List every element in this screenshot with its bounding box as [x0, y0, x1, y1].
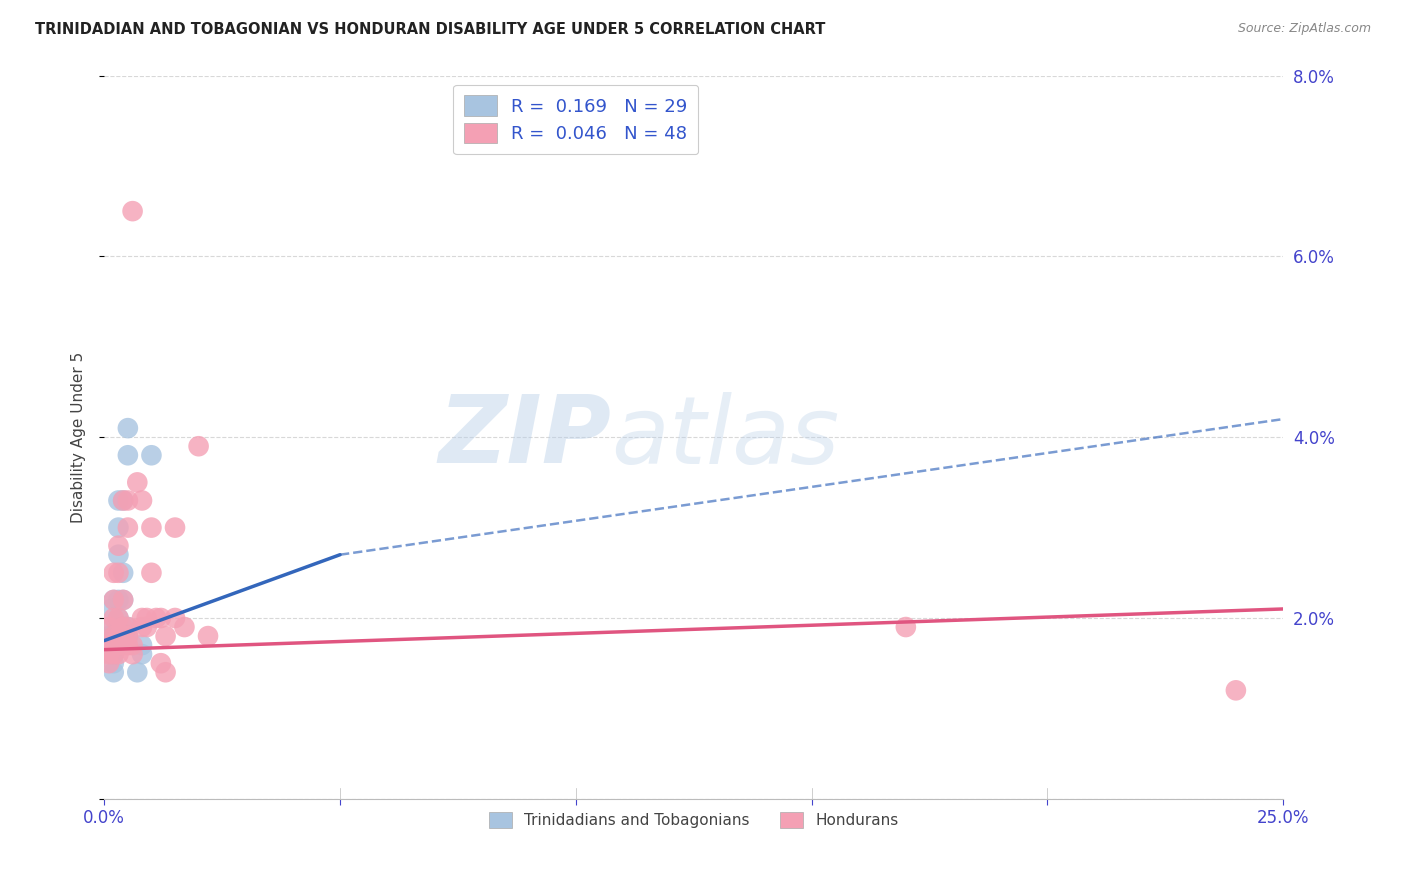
Point — [107, 493, 129, 508]
Point — [117, 638, 139, 652]
Legend: Trinidadians and Tobagonians, Hondurans: Trinidadians and Tobagonians, Hondurans — [482, 806, 904, 835]
Point — [112, 566, 135, 580]
Text: TRINIDADIAN AND TOBAGONIAN VS HONDURAN DISABILITY AGE UNDER 5 CORRELATION CHART: TRINIDADIAN AND TOBAGONIAN VS HONDURAN D… — [35, 22, 825, 37]
Point — [107, 548, 129, 562]
Point — [163, 611, 186, 625]
Point — [103, 629, 125, 643]
Point — [112, 593, 135, 607]
Point — [112, 629, 135, 643]
Point — [141, 566, 163, 580]
Point — [141, 448, 163, 462]
Point — [103, 611, 125, 625]
Point — [149, 611, 172, 625]
Point — [98, 629, 121, 643]
Point — [103, 629, 125, 643]
Point — [100, 647, 122, 661]
Point — [103, 638, 125, 652]
Point — [107, 611, 129, 625]
Point — [121, 638, 143, 652]
Point — [117, 421, 139, 435]
Point — [155, 665, 177, 680]
Point — [197, 629, 219, 643]
Point — [121, 647, 143, 661]
Point — [107, 566, 129, 580]
Point — [131, 493, 153, 508]
Point — [117, 448, 139, 462]
Point — [112, 620, 135, 634]
Point — [131, 620, 153, 634]
Point — [135, 620, 157, 634]
Point — [98, 620, 121, 634]
Point — [107, 611, 129, 625]
Point — [107, 629, 129, 643]
Point — [155, 629, 177, 643]
Point — [163, 520, 186, 534]
Point — [103, 593, 125, 607]
Point — [117, 520, 139, 534]
Point — [112, 638, 135, 652]
Point — [98, 638, 121, 652]
Point — [98, 647, 121, 661]
Point — [127, 475, 149, 490]
Point — [98, 620, 121, 634]
Point — [103, 647, 125, 661]
Point — [98, 638, 121, 652]
Point — [145, 611, 167, 625]
Point — [107, 638, 129, 652]
Point — [103, 566, 125, 580]
Point — [131, 611, 153, 625]
Text: atlas: atlas — [612, 392, 839, 483]
Point — [112, 593, 135, 607]
Point — [107, 629, 129, 643]
Point — [117, 620, 139, 634]
Point — [1225, 683, 1247, 698]
Point — [127, 665, 149, 680]
Point — [121, 204, 143, 219]
Point — [107, 647, 129, 661]
Point — [187, 439, 209, 453]
Point — [107, 520, 129, 534]
Text: ZIP: ZIP — [439, 392, 612, 483]
Point — [112, 493, 135, 508]
Point — [107, 638, 129, 652]
Y-axis label: Disability Age Under 5: Disability Age Under 5 — [72, 351, 86, 523]
Point — [149, 657, 172, 671]
Point — [131, 638, 153, 652]
Point — [117, 620, 139, 634]
Point — [107, 620, 129, 634]
Point — [135, 611, 157, 625]
Point — [103, 593, 125, 607]
Point — [100, 602, 122, 616]
Point — [103, 647, 125, 661]
Text: Source: ZipAtlas.com: Source: ZipAtlas.com — [1237, 22, 1371, 36]
Point — [173, 620, 195, 634]
Point — [103, 657, 125, 671]
Point — [112, 493, 135, 508]
Point — [103, 665, 125, 680]
Point — [117, 493, 139, 508]
Point — [117, 629, 139, 643]
Point — [98, 657, 121, 671]
Point — [131, 647, 153, 661]
Point — [107, 593, 129, 607]
Point — [117, 629, 139, 643]
Point — [894, 620, 917, 634]
Point — [107, 539, 129, 553]
Point — [141, 520, 163, 534]
